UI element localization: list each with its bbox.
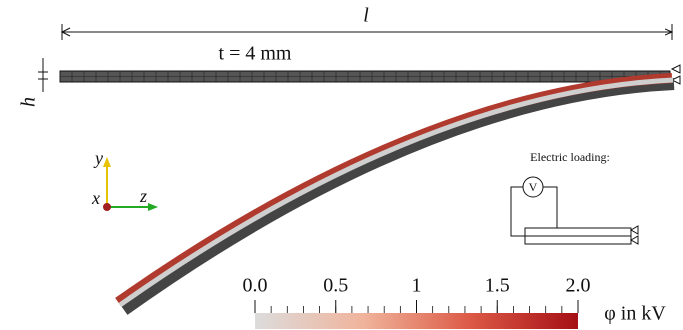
colorbar-label: φ in kV	[604, 303, 666, 325]
colorbar-tick-label: 0.5	[323, 275, 348, 297]
colorbar	[255, 313, 578, 329]
colorbar-tick-label: 1	[412, 275, 422, 297]
inset-beam	[525, 236, 631, 244]
arrow-head	[103, 157, 111, 167]
arrow-head	[148, 203, 158, 211]
deformed-beam	[118, 78, 672, 302]
colorbar-tick-label: 2.0	[566, 275, 591, 297]
y-axis-label: y	[93, 148, 103, 168]
colorbar-tick-label: 0.0	[243, 275, 268, 297]
deformed-beam-shadow	[124, 84, 674, 310]
thickness-label: t = 4 mm	[219, 43, 292, 65]
inset-title: Electric loading:	[530, 150, 610, 164]
x-axis-label: x	[91, 188, 100, 208]
colorbar-tick-label: 1.5	[485, 275, 510, 297]
z-axis-label: z	[139, 186, 147, 206]
support	[631, 226, 638, 244]
voltmeter-label: V	[529, 180, 538, 194]
x-axis-dot	[103, 203, 111, 211]
length-label: l	[363, 5, 369, 27]
height-label: h	[18, 97, 40, 107]
inset-beam	[525, 228, 631, 236]
figure: l h t = 4 mm y x z Electric loading: V φ…	[0, 0, 683, 330]
deformed-beam-core	[120, 80, 673, 305]
